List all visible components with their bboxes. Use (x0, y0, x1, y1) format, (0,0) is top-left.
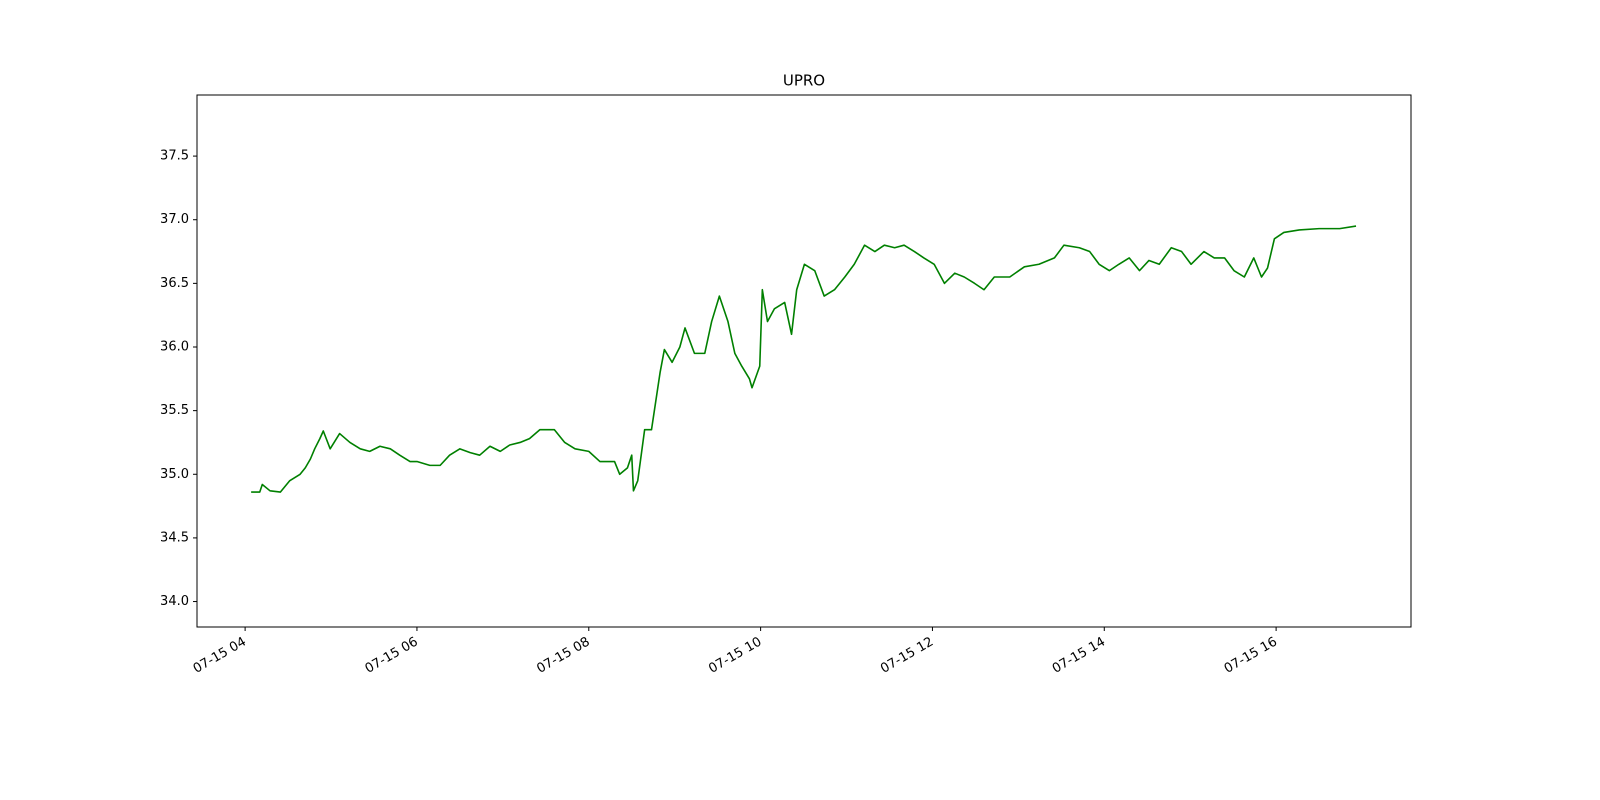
x-tick-label: 07-15 14 (1050, 635, 1108, 677)
y-tick-label: 36.0 (160, 340, 189, 355)
chart-title: UPRO (783, 72, 825, 90)
x-tick-label: 07-15 08 (534, 635, 592, 677)
x-tick-label: 07-15 12 (878, 635, 936, 677)
x-tick-label: 07-15 04 (191, 635, 249, 677)
y-tick-label: 34.5 (160, 530, 189, 545)
y-tick-label: 37.5 (160, 149, 189, 164)
y-tick-label: 35.5 (160, 403, 189, 418)
y-tick-label: 37.0 (160, 212, 189, 227)
y-tick-label: 36.5 (160, 276, 189, 291)
plot-frame (196, 94, 1412, 628)
x-tick-label: 07-15 06 (363, 635, 421, 677)
y-tick-label: 35.0 (160, 467, 189, 482)
y-tick-label: 34.0 (160, 594, 189, 609)
x-tick-label: 07-15 16 (1222, 635, 1280, 677)
x-tick-label: 07-15 10 (706, 635, 764, 677)
price-line (251, 225, 1357, 493)
